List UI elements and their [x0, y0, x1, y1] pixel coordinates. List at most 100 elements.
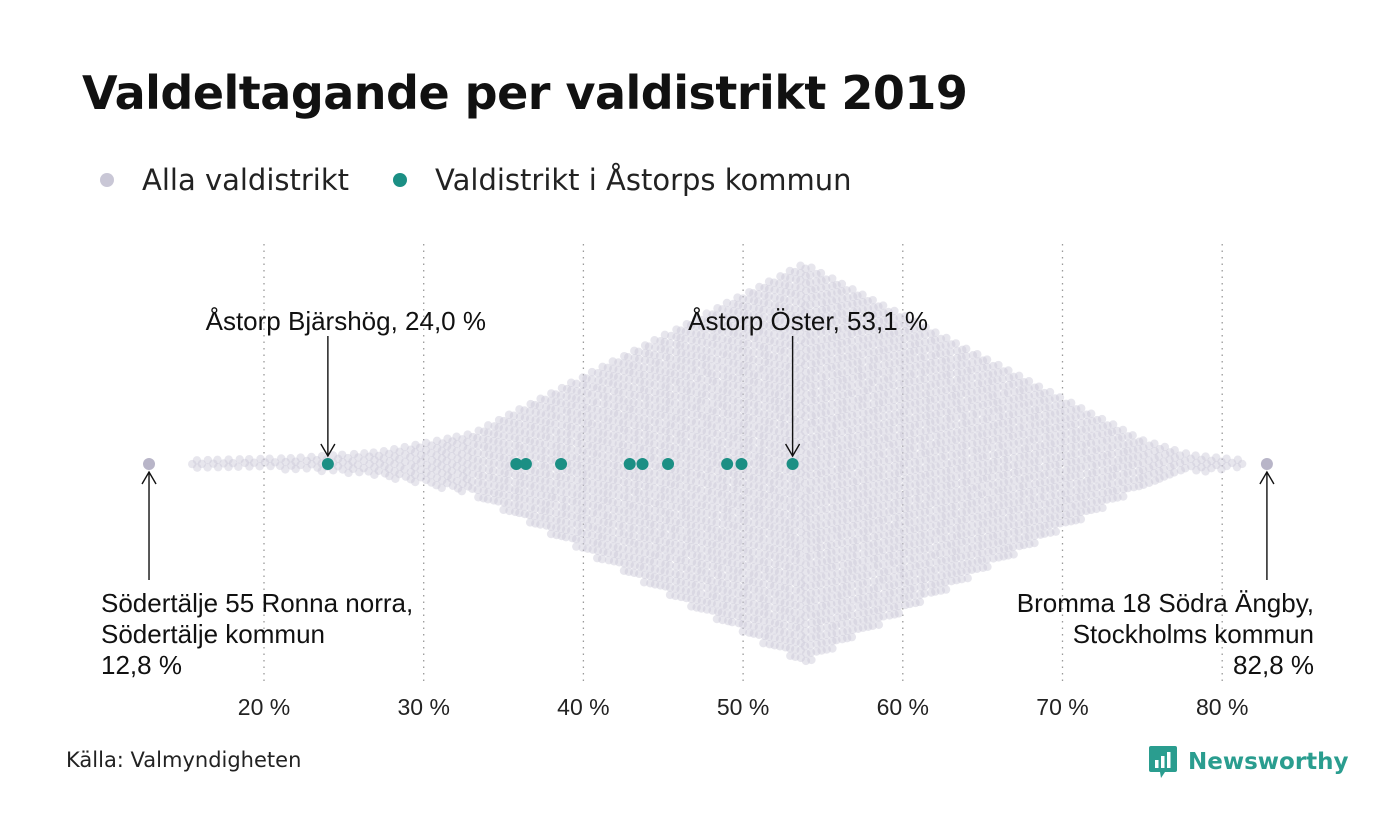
district-point [759, 483, 768, 492]
district-point [593, 405, 602, 415]
district-point [691, 544, 701, 553]
district-point [640, 518, 650, 528]
district-point [328, 451, 338, 460]
district-point [743, 561, 753, 571]
district-point [687, 395, 696, 404]
district-point [530, 423, 540, 432]
district-point [707, 384, 717, 393]
district-point [505, 484, 514, 493]
district-point [500, 461, 510, 470]
district-point [759, 476, 769, 485]
district-point [620, 559, 629, 568]
district-point [672, 428, 681, 438]
district-point [593, 368, 603, 378]
district-point [500, 476, 509, 485]
district-point [593, 524, 602, 533]
district-point [437, 483, 446, 493]
district-point [681, 394, 691, 403]
district-point [614, 506, 624, 515]
district-point [713, 318, 722, 328]
district-point [743, 591, 753, 600]
district-point [608, 438, 617, 448]
district-point [547, 492, 556, 502]
district-point [728, 499, 738, 508]
district-point [307, 460, 316, 469]
district-point [723, 572, 733, 581]
district-point [541, 417, 551, 427]
district-point [644, 386, 654, 396]
district-point [728, 336, 737, 346]
district-point [572, 423, 581, 433]
district-point [759, 305, 768, 315]
district-point [760, 291, 769, 300]
district-point [619, 514, 629, 524]
district-point [1087, 409, 1096, 418]
district-point [749, 562, 759, 572]
district-point [745, 569, 754, 578]
district-point [665, 590, 675, 600]
district-point [650, 395, 660, 404]
district-point [390, 467, 399, 476]
district-point [1009, 550, 1018, 559]
district-point [712, 444, 722, 454]
district-point [639, 578, 649, 587]
district-point [625, 515, 634, 525]
district-point [499, 498, 509, 507]
district-point [614, 535, 623, 545]
district-point [557, 420, 567, 430]
district-point [573, 527, 582, 536]
district-point [650, 506, 660, 515]
district-point [764, 284, 774, 294]
district-point [578, 373, 588, 382]
district-point [645, 431, 654, 440]
district-point [687, 557, 697, 567]
district-point [625, 500, 634, 510]
district-point [666, 501, 676, 511]
district-point [698, 419, 707, 428]
district-point [609, 409, 619, 418]
district-point [749, 555, 758, 564]
district-point [727, 617, 737, 627]
district-point [582, 463, 591, 472]
district-point [469, 440, 478, 449]
district-point [717, 571, 727, 580]
district-point [681, 357, 691, 366]
district-point [687, 439, 696, 448]
district-point [395, 455, 404, 464]
district-point [479, 442, 489, 451]
district-point [708, 317, 717, 327]
district-point [556, 450, 566, 459]
district-point [474, 470, 483, 480]
district-point [395, 469, 404, 479]
district-point [697, 463, 706, 473]
district-point [634, 480, 644, 490]
district-point [728, 418, 738, 427]
district-point [566, 445, 576, 454]
district-point [693, 396, 702, 405]
district-point [748, 414, 758, 424]
district-point [484, 428, 493, 437]
district-point [562, 436, 572, 446]
district-point [556, 435, 566, 445]
district-point [749, 488, 758, 498]
district-point [697, 596, 707, 606]
district-point [344, 461, 353, 470]
district-point [197, 459, 207, 469]
district-point [630, 420, 639, 430]
district-point [228, 458, 238, 468]
district-point [562, 399, 571, 409]
district-point [609, 542, 618, 551]
district-point [665, 442, 675, 452]
district-point [655, 551, 664, 561]
district-point [687, 432, 697, 441]
district-point [754, 356, 763, 366]
district-point [696, 471, 706, 480]
district-point [234, 462, 243, 471]
district-point [333, 454, 343, 464]
district-point [640, 526, 649, 535]
district-point [722, 402, 732, 411]
district-point [608, 475, 618, 485]
district-point [723, 343, 733, 352]
district-point [717, 534, 727, 543]
district-point [588, 545, 597, 554]
